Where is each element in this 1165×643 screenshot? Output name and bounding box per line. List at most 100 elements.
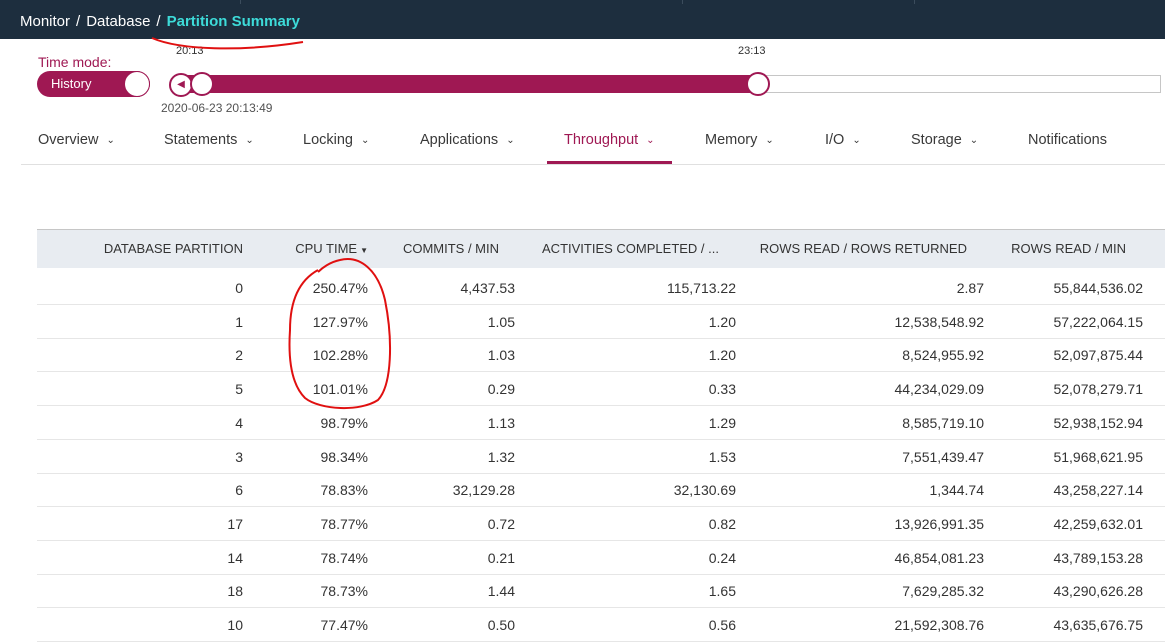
table-row[interactable]: 10 77.47% 0.50 0.56 21,592,308.76 43,635,676.…	[37, 608, 1165, 642]
tab-statements[interactable]: Statements ⌄	[164, 120, 254, 161]
tab-applications[interactable]: Applications ⌄	[420, 120, 515, 161]
tab-label: Locking	[303, 132, 353, 148]
slider-end-handle[interactable]	[746, 72, 770, 96]
cell-database-partition: 5	[235, 381, 243, 398]
cell-rows-read-rows-returned: 1,344.74	[929, 482, 985, 499]
cell-activities-completed: 1.20	[708, 313, 736, 330]
table-row[interactable]: 5 101.01% 0.29 0.33 44,234,029.09 52,078,279.…	[37, 372, 1165, 407]
cell-cpu-time: 98.79%	[320, 414, 368, 431]
tab-label: Applications	[420, 132, 499, 148]
slider-timestamp: 2020-06-23 20:13:49	[161, 101, 273, 115]
cell-rows-read-rows-returned: 2.87	[956, 280, 984, 296]
cell-rows-read-rows-returned: 46,854,081.23	[894, 549, 984, 566]
tab-memory[interactable]: Memory ⌄	[705, 120, 774, 161]
cell-rows-read-per-min: 43,290,626.28	[1053, 583, 1143, 600]
cell-commits-per-min: 1.32	[487, 448, 515, 465]
column-header-cpu-time[interactable]: CPU TIME ▼	[295, 241, 368, 256]
cell-cpu-time: 78.73%	[320, 583, 368, 600]
cell-rows-read-per-min: 43,258,227.14	[1053, 482, 1143, 499]
sort-descending-icon: ▼	[360, 246, 368, 255]
cell-rows-read-per-min: 52,078,279.71	[1053, 381, 1143, 398]
chevron-down-icon: ⌄	[506, 135, 515, 146]
column-header-activities-completed[interactable]: ACTIVITIES COMPLETED / ...	[542, 241, 719, 256]
cell-commits-per-min: 0.72	[487, 515, 515, 532]
tab-label: I/O	[825, 132, 845, 148]
column-header-rows-read-per-min[interactable]: ROWS READ / MIN	[1011, 241, 1126, 256]
annotation-underline	[151, 37, 304, 50]
cell-activities-completed: 0.24	[708, 549, 736, 566]
tab-locking[interactable]: Locking ⌄	[303, 120, 369, 161]
table-row[interactable]: 6 78.83% 32,129.28 32,130.69 1,344.74 43,258,…	[37, 473, 1165, 508]
table-row[interactable]: 17 78.77% 0.72 0.82 13,926,991.35 42,259,632.…	[37, 507, 1165, 541]
breadcrumb-current-page: Partition Summary	[166, 13, 300, 30]
slider-start-handle[interactable]	[190, 72, 214, 96]
cell-rows-read-per-min: 57,222,064.15	[1053, 313, 1143, 330]
cell-cpu-time: 78.77%	[320, 515, 368, 532]
cell-rows-read-rows-returned: 7,551,439.47	[902, 448, 984, 465]
header-divider	[240, 0, 241, 4]
cell-rows-read-rows-returned: 13,926,991.35	[894, 515, 984, 532]
cell-rows-read-per-min: 42,259,632.01	[1053, 515, 1143, 532]
cell-cpu-time: 77.47%	[320, 617, 368, 633]
cell-database-partition: 0	[235, 280, 243, 296]
chevron-down-icon: ⌄	[106, 135, 115, 146]
chevron-down-icon: ⌄	[646, 135, 655, 146]
tab-overview[interactable]: Overview ⌄	[38, 120, 115, 161]
cell-activities-completed: 32,130.69	[673, 482, 736, 499]
header-divider	[914, 0, 915, 4]
cell-cpu-time: 98.34%	[320, 448, 368, 465]
cell-rows-read-rows-returned: 7,629,285.32	[902, 583, 984, 600]
cell-rows-read-per-min: 52,097,875.44	[1053, 347, 1143, 364]
cell-rows-read-rows-returned: 8,524,955.92	[902, 347, 984, 364]
table-row[interactable]: 1 127.97% 1.05 1.20 12,538,548.92 57,222,064.…	[37, 305, 1165, 339]
tab-label: Overview	[38, 132, 99, 148]
tab-io[interactable]: I/O ⌄	[825, 120, 861, 161]
time-mode-toggle[interactable]: History	[37, 71, 150, 97]
header-divider	[682, 0, 683, 4]
cell-rows-read-per-min: 55,844,536.02	[1053, 280, 1143, 296]
cell-activities-completed: 1.29	[708, 414, 736, 431]
column-header-commits-per-min[interactable]: COMMITS / MIN	[402, 241, 499, 256]
breadcrumb-monitor[interactable]: Monitor	[20, 13, 71, 30]
table-row[interactable]: 4 98.79% 1.13 1.29 8,585,719.10 52,938,152.94	[37, 406, 1165, 440]
cell-commits-per-min: 0.50	[487, 617, 515, 633]
tab-bar: Overview ⌄ Statements ⌄ Locking ⌄ Applicati…	[21, 120, 1165, 165]
cell-rows-read-per-min: 43,635,676.75	[1053, 617, 1143, 633]
table-row[interactable]: 2 102.28% 1.03 1.20 8,524,955.92 52,097,875.4…	[37, 338, 1165, 373]
time-mode-label: Time mode:	[38, 54, 112, 70]
slider-end-label: 23:13	[738, 45, 766, 57]
breadcrumb-separator: /	[76, 13, 81, 30]
cell-activities-completed: 1.65	[708, 583, 736, 600]
chevron-down-icon: ⌄	[765, 135, 774, 146]
tab-label: Statements	[164, 132, 238, 148]
cell-commits-per-min: 1.13	[487, 414, 515, 431]
cell-rows-read-rows-returned: 12,538,548.92	[894, 313, 984, 330]
column-header-database-partition[interactable]: DATABASE PARTITION	[103, 241, 243, 256]
cell-database-partition: 4	[235, 414, 243, 431]
table-row[interactable]: 0 250.47% 4,437.53 115,713.22 2.87 55,844,536…	[37, 271, 1165, 305]
tab-notifications[interactable]: Notifications	[1028, 120, 1107, 161]
cell-database-partition: 10	[227, 617, 243, 633]
cell-commits-per-min: 0.29	[487, 381, 515, 398]
cell-rows-read-rows-returned: 44,234,029.09	[894, 381, 984, 398]
column-header-rows-read-rows-returned[interactable]: ROWS READ / ROWS RETURNED	[759, 241, 967, 256]
cell-rows-read-per-min: 51,968,621.95	[1053, 448, 1143, 465]
table-header: DATABASE PARTITION CPU TIME ▼ COMMITS / M…	[37, 229, 1165, 268]
breadcrumb: Monitor / Database / Partition Summary	[20, 13, 300, 30]
tab-throughput[interactable]: Throughput ⌄	[547, 120, 672, 164]
cell-activities-completed: 1.20	[708, 347, 736, 364]
cell-database-partition: 1	[235, 313, 243, 330]
tab-label: Notifications	[1028, 132, 1107, 148]
table-row[interactable]: 18 78.73% 1.44 1.65 7,629,285.32 43,290,626.2…	[37, 574, 1165, 609]
tab-label: Storage	[911, 132, 962, 148]
cell-database-partition: 18	[227, 583, 243, 600]
cell-commits-per-min: 1.03	[487, 347, 515, 364]
cell-cpu-time: 101.01%	[312, 381, 368, 398]
tab-label: Memory	[705, 132, 758, 148]
table-row[interactable]: 3 98.34% 1.32 1.53 7,551,439.47 51,968,621.95	[37, 440, 1165, 474]
cell-activities-completed: 0.33	[708, 381, 736, 398]
table-row[interactable]: 14 78.74% 0.21 0.24 46,854,081.23 43,789,153.…	[37, 541, 1165, 575]
tab-label: Throughput	[564, 132, 639, 148]
tab-storage[interactable]: Storage ⌄	[911, 120, 978, 161]
breadcrumb-database[interactable]: Database	[86, 13, 151, 30]
